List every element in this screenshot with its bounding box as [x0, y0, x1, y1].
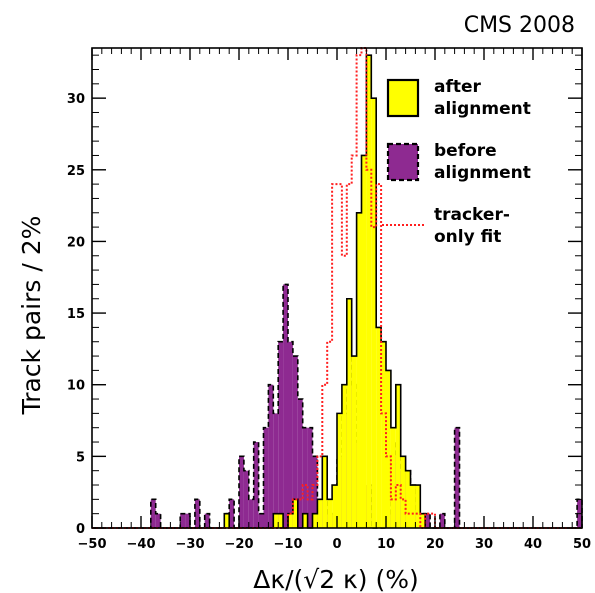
- histogram-bar: [312, 513, 318, 528]
- histogram-series: [92, 47, 583, 529]
- histogram-bar: [283, 284, 288, 528]
- histogram-bar: [268, 384, 274, 528]
- histogram-outline: [92, 54, 582, 529]
- histogram-bar: [312, 456, 318, 528]
- histogram-bar: [278, 341, 284, 528]
- histogram-bar: [386, 370, 391, 528]
- histogram-bar: [204, 513, 210, 528]
- histogram-bar: [302, 427, 308, 528]
- histogram-bar: [224, 513, 230, 528]
- histogram-bar: [395, 384, 401, 528]
- legend-label: only fit: [434, 227, 501, 247]
- histogram-bar: [351, 356, 357, 528]
- histogram-bar: [273, 413, 279, 528]
- histogram-bar: [415, 485, 421, 528]
- histogram-bar: [400, 456, 406, 528]
- experiment-label: CMS 2008: [464, 13, 575, 38]
- histogram-bar: [322, 456, 328, 528]
- x-tick-label: −30: [176, 537, 205, 552]
- histogram-bar: [405, 470, 411, 528]
- histogram-bar: [278, 513, 284, 528]
- x-tick-label: −40: [127, 537, 156, 552]
- histogram-bar: [346, 298, 352, 528]
- histogram-bar: [361, 155, 367, 528]
- histogram-bar: [356, 212, 362, 528]
- histogram-bar: [317, 499, 323, 528]
- y-tick-label: 0: [76, 522, 85, 537]
- x-tick-label: 30: [475, 537, 493, 552]
- histogram-bar: [155, 513, 161, 528]
- x-tick-label: −50: [78, 537, 107, 552]
- x-axis-title: Δκ/(√2 κ) (%): [253, 565, 419, 593]
- histogram-bar: [292, 499, 298, 528]
- x-tick-label: −20: [225, 537, 254, 552]
- histogram-bar: [337, 413, 342, 528]
- x-tick-label: 10: [377, 537, 395, 552]
- histogram-bar: [420, 513, 426, 528]
- histogram-bar: [341, 384, 347, 528]
- series-after-alignment: [92, 54, 582, 529]
- histogram-bar: [248, 499, 254, 528]
- legend: afteralignmentbeforealignmenttracker-onl…: [382, 77, 531, 247]
- histogram-bar: [239, 456, 244, 528]
- histogram-bar: [297, 399, 303, 528]
- histogram-bar: [332, 485, 337, 528]
- legend-label: alignment: [434, 163, 531, 183]
- y-axis-title: Track pairs / 2%: [17, 216, 46, 416]
- legend-swatch: [386, 142, 420, 182]
- histogram-bar: [185, 513, 190, 528]
- x-tick-label: −10: [274, 537, 303, 552]
- y-tick-label: 30: [67, 92, 85, 107]
- histogram-bar: [381, 341, 386, 528]
- y-tick-label: 15: [67, 307, 85, 322]
- histogram-bar: [243, 470, 249, 528]
- histogram-bar: [376, 327, 382, 528]
- histogram-bar: [288, 513, 293, 528]
- histogram-bar: [229, 499, 235, 528]
- histogram-bar: [439, 513, 445, 528]
- histogram-bar: [273, 513, 279, 528]
- legend-label: tracker-: [434, 205, 510, 225]
- histogram-bar: [307, 427, 313, 528]
- legend-label: after: [434, 77, 482, 97]
- histogram-bar: [366, 55, 372, 528]
- histogram-bar: [292, 356, 298, 528]
- y-tick-label: 25: [67, 164, 85, 179]
- histogram-bar: [150, 499, 156, 528]
- histogram-bar: [180, 513, 186, 528]
- x-tick-label: 0: [332, 537, 341, 552]
- histogram-bar: [454, 427, 460, 528]
- histogram-bar: [288, 341, 293, 528]
- legend-swatch: [386, 78, 420, 118]
- y-tick-label: 20: [67, 235, 85, 250]
- axes: −50 −40 −30 −20 −10 0 10 20 30 40 50 0 5 10 15 20 25 30: [67, 48, 591, 552]
- x-tick-label: 50: [573, 537, 591, 552]
- histogram-bar: [327, 499, 333, 528]
- legend-label: before: [434, 141, 497, 161]
- y-tick-label: 5: [76, 450, 85, 465]
- histogram-bar: [410, 485, 416, 528]
- histogram-bar: [390, 427, 396, 528]
- legend-label: alignment: [434, 99, 531, 119]
- histogram-bar: [253, 442, 259, 528]
- histogram-bar: [302, 513, 308, 528]
- histogram-bar: [263, 427, 269, 528]
- histogram-bar: [425, 513, 431, 528]
- histogram-bar: [371, 98, 377, 528]
- histogram-bar: [194, 499, 200, 528]
- y-tick-label: 10: [67, 379, 85, 394]
- x-tick-label: 40: [524, 537, 542, 552]
- legend-item: tracker-only fit: [382, 205, 510, 247]
- x-tick-label: 20: [426, 537, 444, 552]
- histogram-bar: [258, 513, 264, 528]
